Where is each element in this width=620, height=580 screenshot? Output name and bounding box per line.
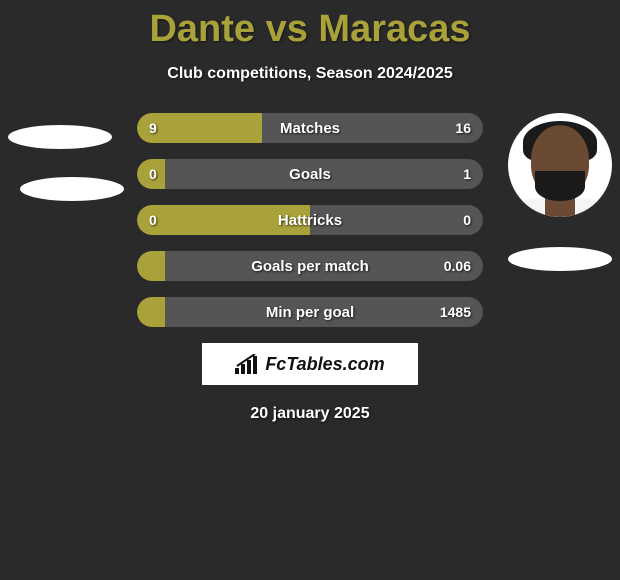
stat-row: 0Hattricks0 <box>137 205 483 235</box>
player-right-block <box>508 113 612 271</box>
player-left-avatar-ellipse-2 <box>20 177 124 201</box>
stat-label: Min per goal <box>137 297 483 327</box>
stat-right-value: 16 <box>455 113 471 143</box>
player-left-avatar-ellipse-1 <box>8 125 112 149</box>
stat-label: Goals per match <box>137 251 483 281</box>
stats-bars: 9Matches160Goals10Hattricks0Goals per ma… <box>137 113 483 327</box>
stat-row: 0Goals1 <box>137 159 483 189</box>
comparison-content: 9Matches160Goals10Hattricks0Goals per ma… <box>0 113 620 423</box>
stat-row: 9Matches16 <box>137 113 483 143</box>
fctables-logo-box: FcTables.com <box>202 343 418 385</box>
stat-right-value: 1 <box>463 159 471 189</box>
logo-text: FcTables.com <box>265 354 384 375</box>
stat-label: Hattricks <box>137 205 483 235</box>
stat-label: Matches <box>137 113 483 143</box>
stat-right-value: 1485 <box>440 297 471 327</box>
subtitle: Club competitions, Season 2024/2025 <box>0 65 620 83</box>
player-left-block <box>8 113 124 201</box>
stat-right-value: 0.06 <box>444 251 471 281</box>
comparison-date: 20 january 2025 <box>0 405 620 423</box>
stat-right-value: 0 <box>463 205 471 235</box>
stat-label: Goals <box>137 159 483 189</box>
avatar-beard <box>535 171 585 201</box>
stat-row: Min per goal1485 <box>137 297 483 327</box>
player-right-avatar <box>508 113 612 217</box>
bar-chart-icon <box>235 354 259 374</box>
player-right-avatar-ellipse <box>508 247 612 271</box>
stat-row: Goals per match0.06 <box>137 251 483 281</box>
page-title: Dante vs Maracas <box>0 0 620 51</box>
